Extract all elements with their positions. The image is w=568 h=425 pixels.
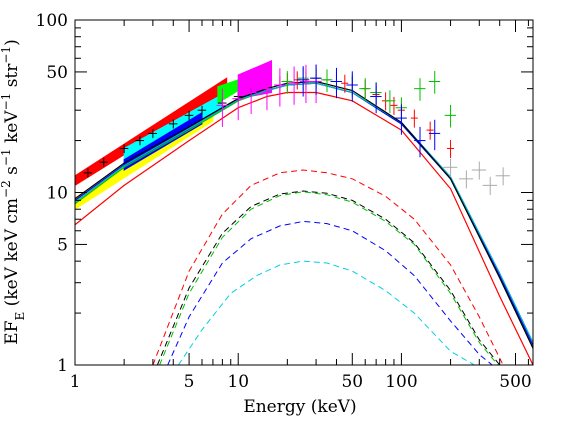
data-point <box>443 158 458 177</box>
tick-labels: 1 5 10 50 100 500 1 5 10 50 100 <box>36 11 532 392</box>
data-point <box>359 78 371 101</box>
data-point <box>261 71 273 111</box>
data-point <box>300 64 312 104</box>
data-point <box>83 168 93 178</box>
model-curves <box>75 80 533 365</box>
data-point <box>370 82 382 114</box>
data-point <box>428 71 441 94</box>
data-point <box>414 126 426 158</box>
data-point <box>197 105 207 115</box>
model-curve-3 <box>75 82 533 343</box>
data-point <box>216 88 228 127</box>
component-curve-4 <box>177 260 475 365</box>
component-curve-3 <box>167 220 493 365</box>
x-axis-title: Energy (keV) <box>243 397 356 417</box>
component-curve-2 <box>159 191 499 365</box>
component-curve-1 <box>156 190 501 365</box>
data-point <box>390 96 398 115</box>
data-point <box>245 75 257 115</box>
data-point <box>293 71 301 90</box>
y-tick-label: 10 <box>46 184 68 204</box>
data-point <box>148 129 158 139</box>
data-point <box>321 69 333 92</box>
data-point <box>383 90 396 113</box>
data-point <box>310 64 322 95</box>
data-point <box>395 104 407 135</box>
x-tick-label: 5 <box>184 372 195 392</box>
y-tick-label: 100 <box>36 11 68 31</box>
x-tick-label: 50 <box>341 372 363 392</box>
data-point <box>471 161 487 180</box>
data-point <box>346 71 358 102</box>
y-tick-label: 5 <box>57 235 68 255</box>
uncertainty-bands <box>75 60 273 210</box>
data-point <box>341 74 349 93</box>
data-point <box>273 68 286 107</box>
data-point <box>482 176 497 195</box>
data-point <box>428 119 441 151</box>
y-tick-label: 50 <box>46 63 68 83</box>
data-point <box>168 119 178 129</box>
axis-ticks <box>74 19 533 366</box>
x-tick-label: 100 <box>385 372 417 392</box>
data-point <box>414 78 426 101</box>
data-point <box>426 121 434 140</box>
data-point <box>232 81 244 121</box>
data-point <box>458 170 474 189</box>
component-curve-0 <box>152 169 504 365</box>
x-tick-label: 1 <box>70 372 81 392</box>
component-curves <box>152 169 504 365</box>
data-point <box>288 66 300 105</box>
data-point <box>99 157 108 167</box>
data-point <box>330 67 342 99</box>
data-point <box>281 71 293 94</box>
x-tick-label: 500 <box>499 372 531 392</box>
data-point <box>410 109 418 128</box>
band-0 <box>75 77 228 186</box>
model-curve-2 <box>75 82 533 346</box>
data-point <box>381 92 390 111</box>
data-point <box>444 104 457 128</box>
model-curve-1 <box>75 82 533 349</box>
data-point <box>297 66 309 97</box>
data-point <box>135 136 145 146</box>
model-curve-0 <box>75 91 533 365</box>
data-point <box>119 144 129 154</box>
y-tick-label: 1 <box>57 356 68 376</box>
data-points <box>83 64 510 195</box>
model-curve-4 <box>75 80 533 349</box>
data-point <box>446 139 455 159</box>
data-point <box>495 167 510 186</box>
y-axis-title: EFE (keV keV cm−2 s−1 keV−1 str−1) <box>0 39 27 344</box>
data-point <box>184 110 194 121</box>
x-tick-label: 10 <box>227 372 249 392</box>
